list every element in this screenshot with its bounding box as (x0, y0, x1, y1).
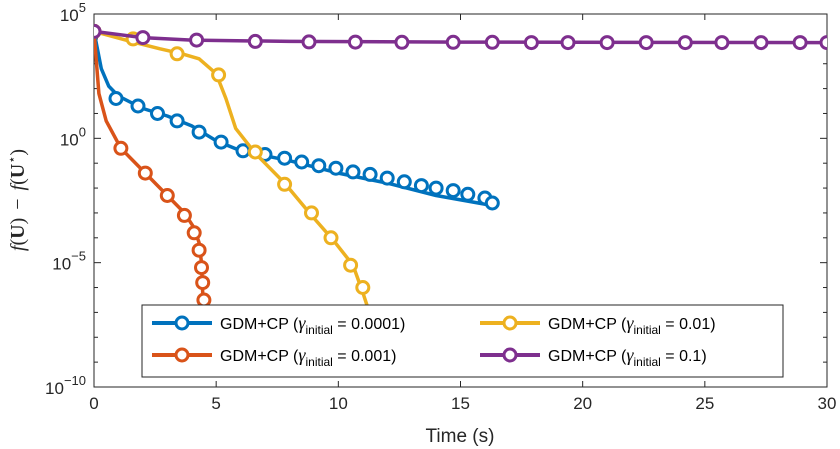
series-4-point (135, 30, 151, 46)
x-axis-label: Time (s) (426, 426, 495, 447)
series-1-point (413, 178, 429, 194)
series-2-point (137, 165, 153, 181)
y-axis-label: f(U)−f(U⋆) (4, 149, 29, 251)
series-2-point (186, 225, 202, 241)
series-2-point (195, 275, 211, 291)
legend-box (141, 304, 784, 378)
series-4-point (714, 35, 730, 51)
legend-swatch-marker-4 (502, 347, 518, 363)
series-4-point (301, 34, 317, 50)
series-4-point (394, 34, 410, 50)
y-tick-label: 100 (60, 124, 86, 149)
ylabel-f1: f (7, 243, 29, 251)
series-1-point (311, 158, 327, 174)
axes-ticks: 0 5 10 15 20 25 30 10−10 10−5 100 105 (45, 0, 836, 413)
legend-label-3: GDM+CP (γinitial = 0.01) (548, 313, 716, 337)
series-3-point (355, 280, 371, 295)
legend-label-1: GDM+CP (γinitial = 0.0001) (220, 313, 405, 337)
series-1-point (460, 186, 476, 202)
series-line-4 (94, 29, 827, 45)
series-2-point (191, 242, 207, 258)
x-tick-label: 20 (573, 394, 592, 413)
y-tick-label: 10−5 (52, 249, 86, 274)
series-4-point (638, 35, 654, 51)
y-tick-label: 10−10 (45, 373, 86, 398)
ylabel-f2: f (7, 182, 29, 190)
ylabel-open2: ( (7, 178, 29, 185)
series-4-point (753, 35, 769, 51)
legend-entry-4: GDM+CP (γinitial = 0.1) (480, 345, 707, 369)
series-3-point (211, 67, 227, 83)
series-3-point (169, 46, 185, 62)
series-4-point (347, 34, 363, 50)
series-1-point (108, 91, 124, 106)
series-4-point (445, 34, 461, 50)
series-4-point (523, 35, 539, 51)
ylabel-close2: ) (7, 149, 29, 156)
series-1-point (130, 98, 146, 114)
x-tick-label: 5 (211, 394, 220, 413)
ylabel-star: ⋆ (4, 156, 19, 164)
x-tick-label: 0 (89, 394, 98, 413)
ylabel-open1: ( (7, 239, 29, 246)
series-1-point (379, 170, 395, 186)
series-3-point (343, 257, 359, 273)
series-4-point (599, 35, 615, 51)
legend-swatch-marker-2 (174, 347, 190, 363)
series-2-point (159, 188, 175, 203)
series-2-point (196, 292, 212, 308)
legend-swatch-marker-1 (174, 315, 190, 331)
ylabel-close1: ) (7, 218, 29, 225)
series-4-point (792, 35, 808, 51)
series-2-point (176, 207, 192, 223)
legend-label-2: GDM+CP (γinitial = 0.001) (220, 345, 396, 369)
series-4-point (247, 33, 263, 49)
legend-label-4: GDM+CP (γinitial = 0.1) (548, 345, 707, 369)
series-1-point (191, 124, 207, 140)
legend-entry-3: GDM+CP (γinitial = 0.01) (480, 313, 716, 337)
series-3-point (323, 230, 339, 246)
series-group (94, 23, 827, 310)
legend-swatch-marker-3 (502, 315, 518, 331)
series-4-point (94, 23, 102, 39)
series-2-point (194, 260, 209, 276)
series-4-point (819, 35, 827, 51)
legend-entry-1: GDM+CP (γinitial = 0.0001) (152, 313, 405, 337)
x-tick-label: 30 (818, 394, 837, 413)
x-tick-label: 15 (451, 394, 470, 413)
series-2-point (113, 140, 129, 156)
x-tick-label: 10 (329, 394, 348, 413)
series-1-point (328, 160, 344, 176)
series-1-point (294, 154, 310, 170)
series-4-point (189, 32, 205, 48)
legend-entry-2: GDM+CP (γinitial = 0.001) (152, 345, 396, 369)
ylabel-u2: U (7, 164, 29, 178)
ylabel-minus: − (7, 198, 29, 209)
series-1-point (277, 150, 293, 166)
series-1-point (213, 134, 229, 150)
x-tick-label: 25 (695, 394, 714, 413)
series-1-point (150, 106, 165, 121)
series-1-point (396, 174, 412, 190)
series-3-point (304, 205, 319, 221)
series-3-point (247, 144, 263, 160)
series-1-point (345, 164, 361, 180)
series-4-point (560, 35, 576, 51)
series-4-point (484, 34, 500, 50)
series-line-3 (94, 29, 370, 310)
legend: GDM+CP (γinitial = 0.0001) GDM+CP (γinit… (141, 304, 784, 378)
y-tick-label: 105 (60, 0, 86, 25)
series-1-point (484, 195, 500, 211)
ylabel-u1: U (7, 224, 29, 238)
series-4-point (677, 35, 693, 51)
series-3-point (277, 176, 293, 192)
series-1-point (428, 180, 444, 196)
series-1-point (235, 143, 251, 159)
series-1-point (362, 166, 378, 182)
series-1-point (169, 113, 185, 129)
series-1-point (445, 183, 461, 199)
